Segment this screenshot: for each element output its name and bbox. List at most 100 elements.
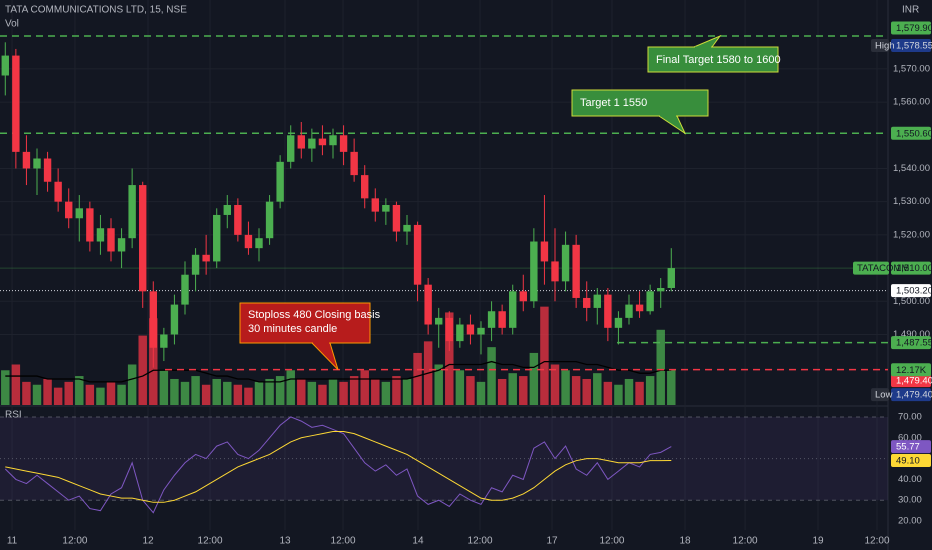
candle-body bbox=[657, 287, 665, 292]
y-tick-label: 1,520.00 bbox=[893, 229, 930, 240]
candle-body bbox=[223, 204, 231, 215]
volume-bar bbox=[571, 376, 581, 405]
y-tick-label: 1,530.00 bbox=[893, 196, 930, 207]
x-tick-label: 14 bbox=[412, 536, 424, 547]
volume-bar bbox=[603, 381, 613, 405]
candle-body bbox=[646, 291, 654, 312]
candle-body bbox=[117, 238, 126, 252]
annotation-layer: Final Target 1580 to 1600 Target 1 1550 St… bbox=[239, 34, 781, 371]
candle-body bbox=[540, 241, 549, 262]
price-pill-label: 12.17K bbox=[896, 365, 927, 376]
price-pill bbox=[891, 363, 931, 377]
volume-bar bbox=[286, 370, 295, 405]
currency[interactable]: INR bbox=[902, 5, 919, 16]
volume-bar bbox=[445, 312, 454, 405]
volume-bar bbox=[371, 378, 380, 405]
candle-body bbox=[361, 175, 369, 199]
x-tick-label: 12:00 bbox=[468, 536, 493, 547]
candle-body bbox=[244, 234, 253, 249]
candle-body bbox=[413, 224, 422, 285]
volume-bar bbox=[265, 378, 274, 405]
candle-body bbox=[614, 317, 623, 328]
price-pill bbox=[891, 126, 931, 140]
candle-body bbox=[86, 208, 94, 242]
price-pill-name: TATACOMM bbox=[857, 263, 909, 274]
rsi-label: RSI bbox=[5, 410, 22, 421]
x-tick-label: 13 bbox=[279, 536, 291, 547]
price-pill-label: 1,503.20 bbox=[896, 286, 932, 297]
price-pill bbox=[891, 453, 931, 467]
annotation-seam bbox=[660, 114, 676, 117]
candle-body bbox=[96, 228, 105, 242]
candle-body bbox=[75, 208, 83, 219]
volume-bar bbox=[455, 370, 465, 405]
price-pill bbox=[891, 336, 931, 350]
candle-body bbox=[583, 297, 591, 308]
candle-body bbox=[625, 304, 633, 318]
x-tick-label: 17 bbox=[546, 536, 558, 547]
volume-bar bbox=[53, 387, 63, 405]
volume-bar bbox=[223, 381, 232, 405]
x-tick-label: 12:00 bbox=[733, 536, 758, 547]
volume-bar bbox=[645, 376, 655, 405]
volume-bar bbox=[1, 370, 10, 405]
volume-bar bbox=[32, 384, 42, 405]
volume-bar bbox=[233, 384, 243, 405]
candle-body bbox=[33, 158, 41, 169]
candle-body bbox=[635, 304, 644, 312]
candle-body bbox=[43, 158, 52, 182]
candle-body bbox=[1, 55, 9, 76]
volume-bar bbox=[381, 381, 391, 405]
volume-bar bbox=[318, 384, 327, 405]
volume-bar bbox=[297, 378, 306, 405]
volume-bar bbox=[624, 378, 634, 405]
annotation-callout bbox=[647, 34, 779, 73]
candle-body bbox=[297, 135, 305, 149]
volume-bar bbox=[582, 378, 591, 405]
candle-body bbox=[107, 228, 115, 252]
volume-bar bbox=[64, 381, 73, 405]
candle-body bbox=[139, 185, 147, 292]
volume-label: Vol bbox=[5, 19, 19, 30]
volume-bar bbox=[159, 370, 169, 405]
volume-bar bbox=[22, 381, 31, 405]
volume-bar bbox=[349, 376, 359, 405]
volume-bar bbox=[540, 306, 549, 405]
price-pill bbox=[891, 38, 931, 52]
annotation-seam bbox=[695, 46, 711, 49]
candle-layer bbox=[1, 42, 675, 368]
volume-bar bbox=[201, 384, 211, 405]
volume-bar bbox=[550, 364, 560, 405]
symbol-title: TATA COMMUNICATIONS LTD, 15, NSE bbox=[5, 5, 187, 16]
volume-bar bbox=[434, 364, 443, 405]
volume-layer bbox=[1, 306, 676, 405]
volume-bar bbox=[476, 381, 486, 405]
volume-bar bbox=[667, 369, 676, 405]
price-pill bbox=[891, 284, 931, 298]
candle-body bbox=[371, 198, 379, 212]
y-tick-label: 1,500.00 bbox=[893, 296, 930, 307]
candle-body bbox=[318, 138, 327, 146]
x-tick-label: 18 bbox=[679, 536, 691, 547]
y-tick-label: 1,570.00 bbox=[893, 63, 930, 74]
candle-body bbox=[191, 254, 200, 275]
candle-body bbox=[519, 291, 527, 302]
volume-bar bbox=[43, 378, 52, 405]
candle-body bbox=[255, 238, 263, 249]
annotation-text: 30 minutes candle bbox=[248, 323, 337, 335]
price-pill-label: 1,579.90 bbox=[896, 23, 932, 34]
annotation-callout bbox=[239, 302, 371, 371]
candle-body bbox=[572, 244, 580, 298]
volume-bar bbox=[635, 381, 644, 405]
candle-body bbox=[149, 291, 157, 348]
candle-body bbox=[287, 135, 295, 162]
volume-bar bbox=[466, 376, 475, 405]
price-pill-label: 1,510.00 bbox=[896, 263, 932, 274]
volume-ma-line bbox=[5, 360, 672, 383]
volume-bar bbox=[593, 373, 602, 405]
volume-bar bbox=[497, 378, 507, 405]
price-pill-name-bg bbox=[871, 388, 889, 402]
rsi-tick-label: 40.00 bbox=[898, 474, 922, 485]
price-pill bbox=[891, 440, 931, 454]
